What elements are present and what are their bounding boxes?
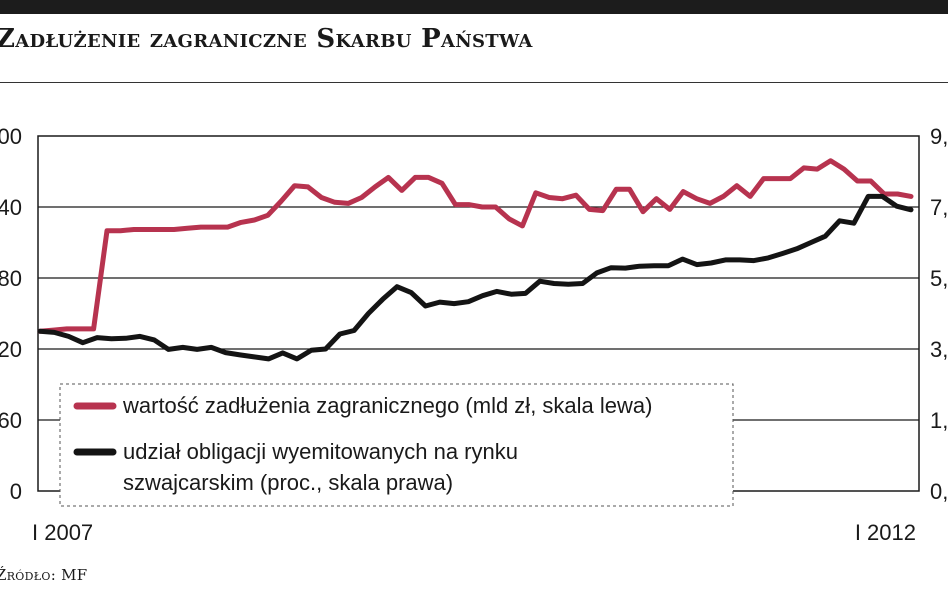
series-line-debt-value bbox=[37, 158, 914, 334]
left-tick-label: 240 bbox=[0, 195, 22, 220]
right-tick-label: 5, bbox=[930, 266, 948, 291]
x-tick-label: I 2012 bbox=[855, 520, 916, 545]
series-lines bbox=[37, 158, 914, 362]
left-tick-label: 0 bbox=[10, 479, 22, 504]
right-tick-label: 0, bbox=[930, 479, 948, 504]
right-tick-label: 1, bbox=[930, 408, 948, 433]
chart-title: Zadłużenie zagraniczne Skarbu Państwa bbox=[0, 24, 533, 54]
right-tick-label: 7, bbox=[930, 195, 948, 220]
legend-box bbox=[59, 383, 734, 507]
x-axis-ticks: I 2007 I 2012 bbox=[32, 520, 916, 545]
left-tick-label: 60 bbox=[0, 408, 22, 433]
legend-label-swiss-share: udział obligacji wyemitowanych na rynku s… bbox=[123, 439, 518, 495]
left-axis-ticks: 0 60 120 180 240 300 bbox=[0, 124, 22, 504]
left-tick-label: 180 bbox=[0, 266, 22, 291]
series-line-swiss-share bbox=[37, 193, 914, 362]
legend: wartość zadłużenia zagranicznego (mld zł… bbox=[59, 383, 734, 507]
top-banner-bar bbox=[0, 0, 948, 14]
title-divider bbox=[0, 82, 948, 83]
right-tick-label: 9, bbox=[930, 124, 948, 149]
x-tick-label: I 2007 bbox=[32, 520, 93, 545]
right-axis-ticks: 0, 1, 3, 5, 7, 9, bbox=[930, 124, 948, 504]
source-note: Źródło: MF bbox=[0, 566, 88, 584]
left-tick-label: 300 bbox=[0, 124, 22, 149]
right-tick-label: 3, bbox=[930, 337, 948, 362]
legend-label-debt-value: wartość zadłużenia zagranicznego (mld zł… bbox=[122, 393, 652, 418]
line-chart: 0 60 120 180 240 300 0, 1, 3, 5, 7, 9, I 2007 I 201… bbox=[0, 124, 948, 545]
left-tick-label: 120 bbox=[0, 337, 22, 362]
